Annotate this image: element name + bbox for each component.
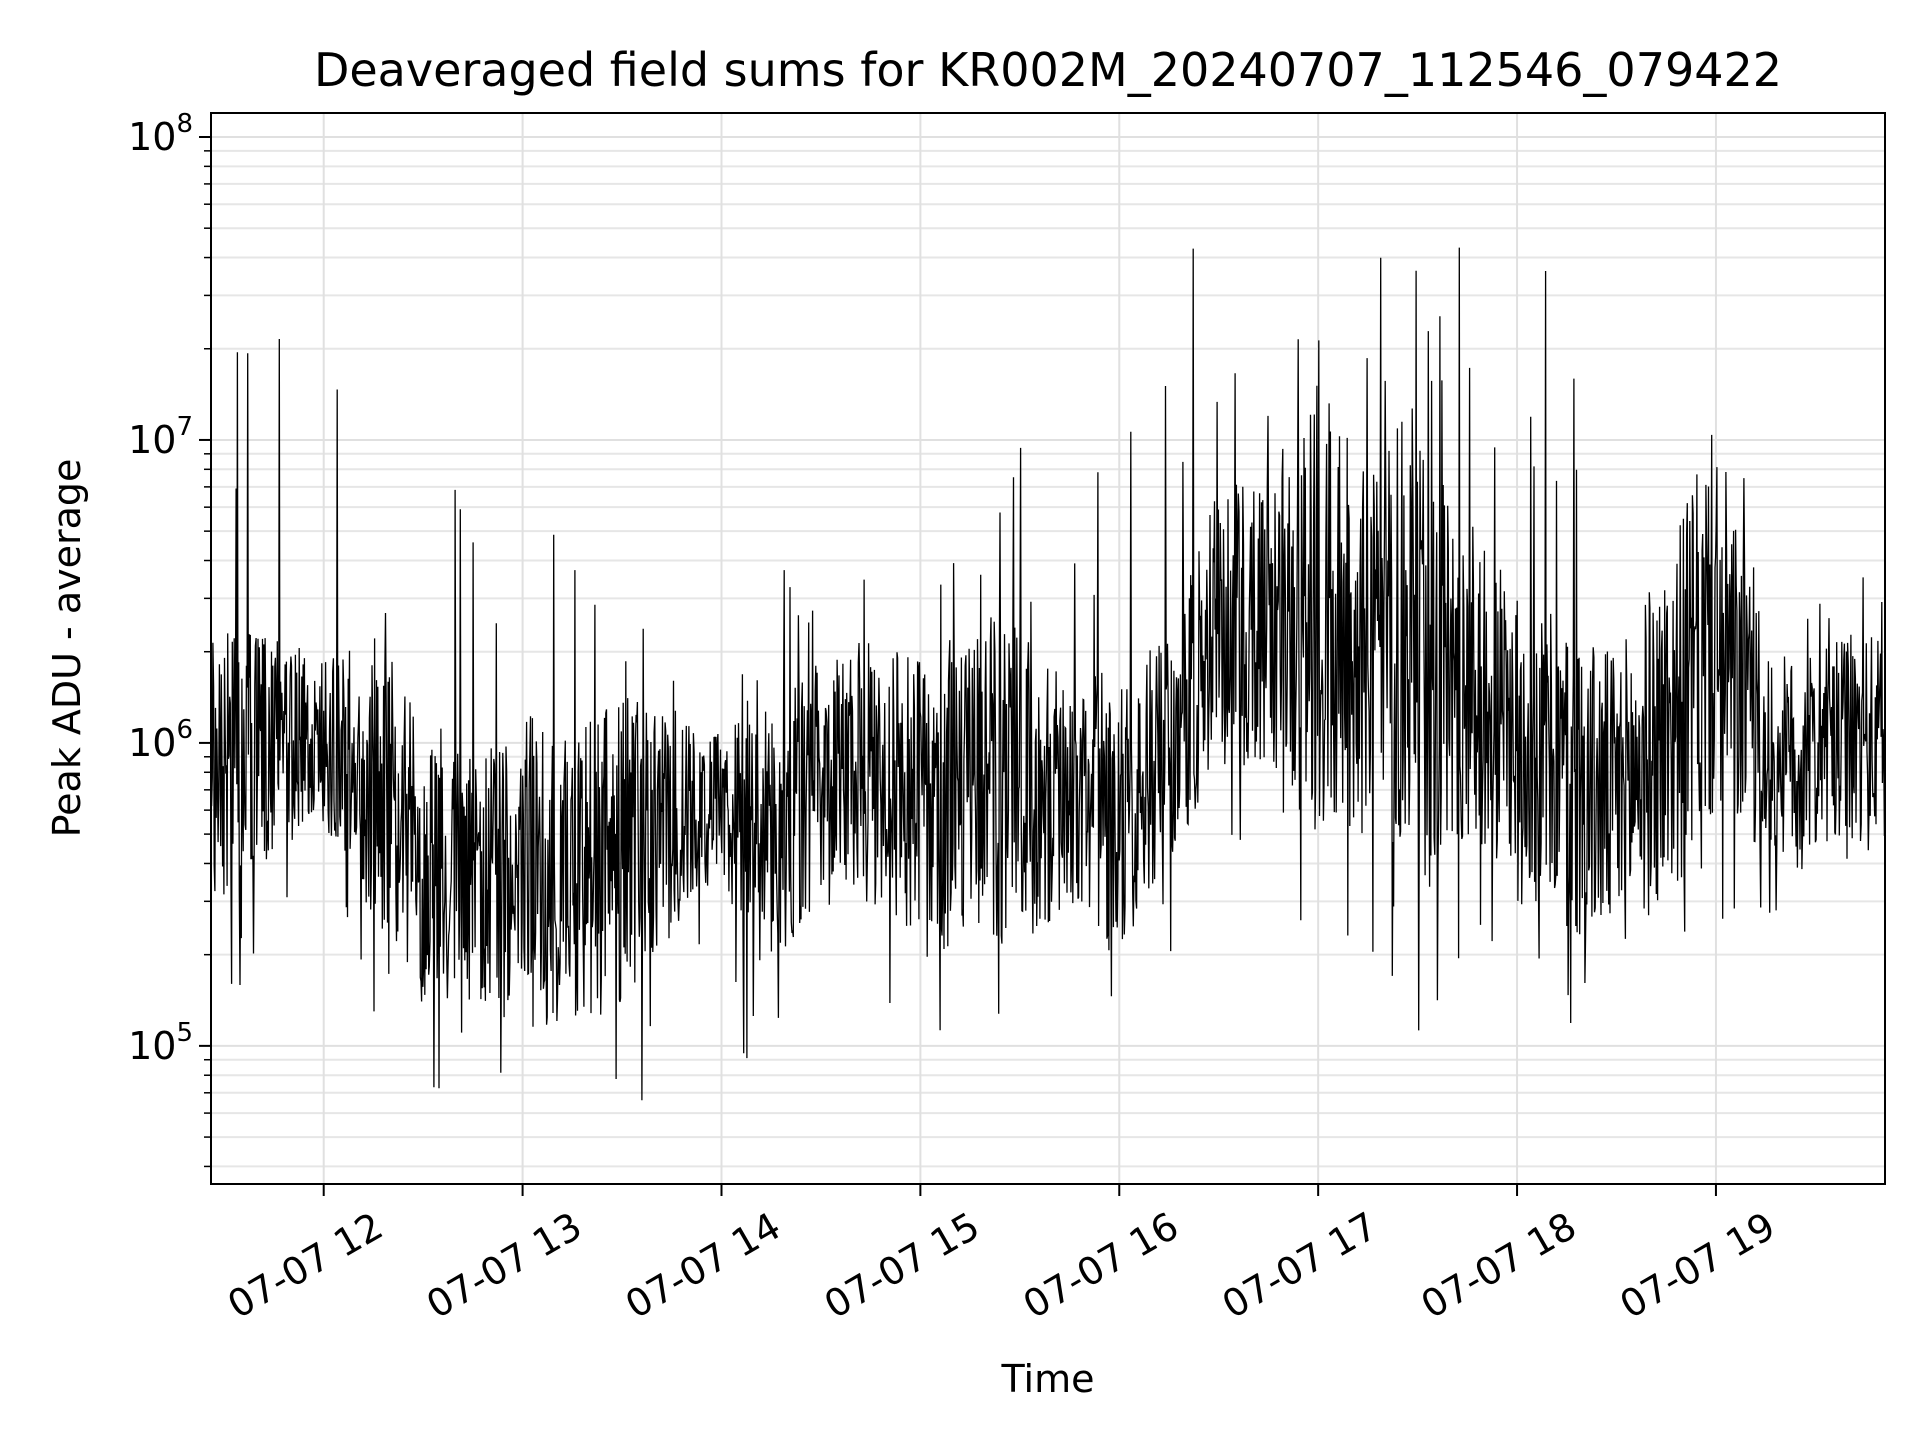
- y-tick-exponent: 8: [176, 109, 193, 139]
- x-tick-label: 07-07 15: [817, 1204, 987, 1328]
- x-tick-label: 07-07 17: [1215, 1204, 1385, 1328]
- x-tick-label: 07-07 13: [419, 1204, 589, 1328]
- y-tick-exponent: 6: [176, 715, 193, 745]
- y-tick-exponent: 5: [176, 1018, 193, 1048]
- x-tick-label: 07-07 16: [1016, 1204, 1186, 1328]
- x-tick-label: 07-07 12: [220, 1204, 390, 1328]
- data-series: [210, 247, 1886, 1101]
- y-tick-exponent: 7: [176, 412, 193, 442]
- y-tick-label: 108: [128, 109, 193, 159]
- y-tick-label: 105: [128, 1018, 193, 1068]
- chart-title: Deaveraged field sums for KR002M_2024070…: [314, 43, 1782, 97]
- x-axis: 07-07 12 07-07 13 07-07 14 07-07 15 07-07 16…: [220, 1184, 1782, 1327]
- plot-frame: [210, 112, 1886, 1185]
- y-tick-base: 10: [128, 115, 176, 159]
- x-tick-label: 07-07 19: [1612, 1204, 1782, 1328]
- x-axis-label: Time: [1001, 1357, 1095, 1401]
- y-tick-base: 10: [128, 721, 176, 765]
- y-axis-label: Peak ADU - average: [45, 459, 89, 838]
- y-tick-label: 106: [128, 715, 193, 765]
- x-tick-label: 07-07 18: [1414, 1204, 1584, 1328]
- y-tick-label: 107: [128, 412, 193, 462]
- y-tick-base: 10: [128, 1024, 176, 1068]
- x-tick-label: 07-07 14: [618, 1204, 788, 1328]
- series-line: [210, 247, 1886, 1101]
- y-tick-base: 10: [128, 418, 176, 462]
